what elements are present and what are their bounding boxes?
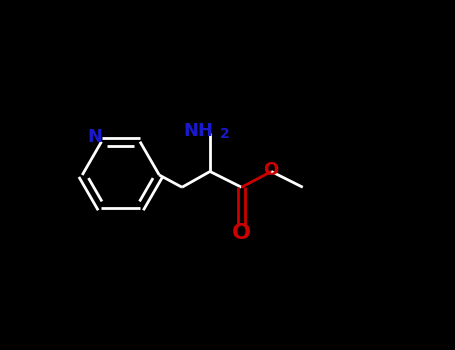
Text: N: N <box>88 128 103 146</box>
Text: NH: NH <box>183 122 213 140</box>
Text: 2: 2 <box>220 127 230 141</box>
Text: O: O <box>232 223 251 243</box>
Text: O: O <box>263 161 279 179</box>
